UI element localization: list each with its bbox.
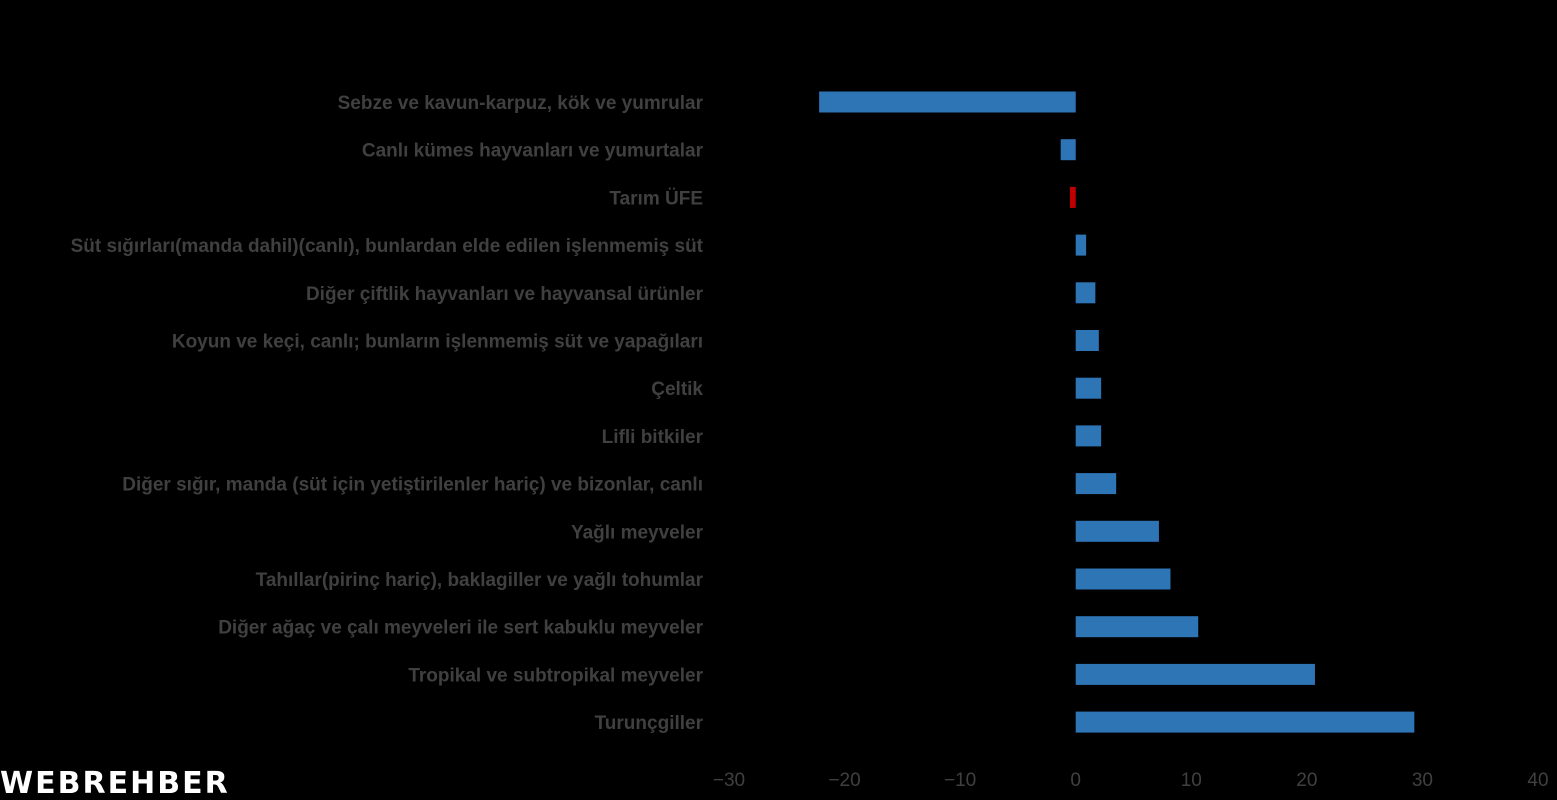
- logo-letter: R: [204, 766, 230, 800]
- bar: [819, 91, 1076, 113]
- category-label: Koyun ve keçi, canlı; bunların işlenmemi…: [172, 332, 703, 353]
- logo-letter: E: [182, 766, 205, 800]
- logo-letter: B: [157, 766, 183, 800]
- bar: [1069, 186, 1076, 208]
- x-tick-label: 30: [1412, 770, 1433, 791]
- logo-letter: E: [35, 766, 58, 800]
- x-tick-label: 10: [1181, 770, 1202, 791]
- logo-letter: H: [130, 766, 158, 800]
- category-label: Diğer sığır, manda (süt için yetiştirile…: [122, 475, 703, 496]
- category-label: Tarım ÜFE: [609, 188, 703, 209]
- category-label: Yağlı meyveler: [571, 522, 704, 543]
- x-tick-label: −30: [713, 770, 745, 791]
- x-tick-label: 40: [1527, 770, 1548, 791]
- x-tick-label: 20: [1296, 770, 1317, 791]
- category-label: Diğer ağaç ve çalı meyveleri ile sert ka…: [218, 618, 703, 639]
- bar: [1075, 234, 1087, 256]
- category-label: Çeltik: [651, 379, 703, 400]
- x-tick-label: −20: [828, 770, 860, 791]
- bar: [1075, 377, 1102, 399]
- bar: [1075, 616, 1199, 638]
- category-label: Tahıllar(pirinç hariç), baklagiller ve y…: [256, 570, 704, 591]
- x-tick-label: 0: [1070, 770, 1081, 791]
- bar: [1075, 663, 1315, 685]
- category-label: Tropikal ve subtropikal meyveler: [408, 665, 703, 686]
- bar: [1075, 425, 1102, 447]
- category-label: Süt sığırları(manda dahil)(canlı), bunla…: [71, 236, 704, 257]
- bar: [1075, 520, 1159, 542]
- bar: [1075, 330, 1099, 351]
- bar: [1075, 282, 1096, 304]
- category-label: Diğer çiftlik hayvanları ve hayvansal ür…: [306, 284, 704, 305]
- logo-letter: W: [0, 766, 36, 800]
- webrehber-logo: WEBREHBER: [0, 768, 230, 800]
- bar: [1075, 568, 1171, 590]
- x-tick-label: −10: [944, 770, 976, 791]
- category-label: Turunçgiller: [595, 713, 704, 734]
- bar: [1060, 139, 1076, 161]
- bar: [1075, 711, 1415, 733]
- logo-letter: R: [82, 766, 108, 800]
- category-label: Sebze ve kavun-karpuz, kök ve yumrular: [338, 93, 704, 114]
- bar: [1075, 473, 1117, 495]
- logo-letter: B: [57, 766, 83, 800]
- logo-letter: E: [107, 766, 131, 800]
- category-label: Canlı kümes hayvanları ve yumurtalar: [362, 141, 704, 162]
- category-label: Lifli bitkiler: [602, 427, 704, 448]
